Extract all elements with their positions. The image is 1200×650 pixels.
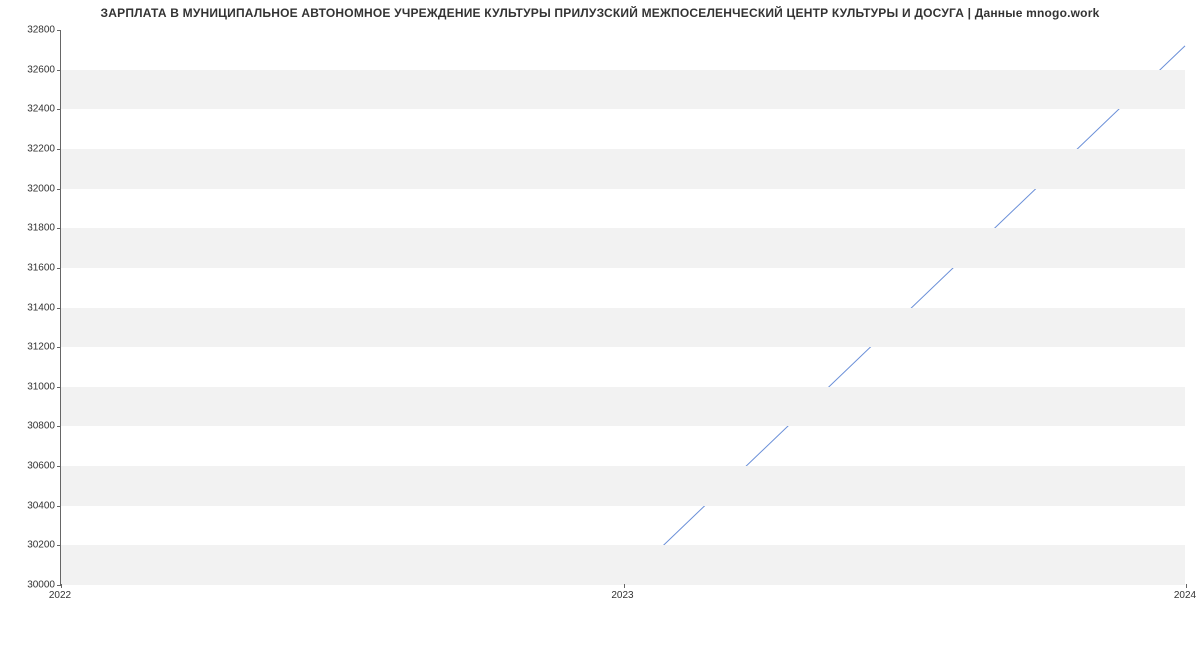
y-tick-label: 32200 xyxy=(5,143,55,154)
y-tick-label: 32000 xyxy=(5,183,55,194)
y-tick-label: 30800 xyxy=(5,421,55,432)
y-tick-label: 31400 xyxy=(5,302,55,313)
y-tick-mark xyxy=(57,308,61,309)
x-tick-mark xyxy=(1186,584,1187,588)
grid-band xyxy=(61,545,1185,585)
x-tick-label: 2023 xyxy=(611,590,633,601)
plot-area xyxy=(60,30,1185,585)
y-tick-mark xyxy=(57,426,61,427)
y-tick-label: 30600 xyxy=(5,461,55,472)
y-tick-label: 30000 xyxy=(5,580,55,591)
x-tick-mark xyxy=(624,584,625,588)
grid-band xyxy=(61,466,1185,506)
y-tick-mark xyxy=(57,149,61,150)
y-tick-label: 31600 xyxy=(5,262,55,273)
y-tick-mark xyxy=(57,70,61,71)
y-tick-label: 31000 xyxy=(5,381,55,392)
y-tick-mark xyxy=(57,466,61,467)
y-tick-label: 30400 xyxy=(5,500,55,511)
y-tick-label: 31800 xyxy=(5,223,55,234)
y-tick-label: 30200 xyxy=(5,540,55,551)
y-tick-label: 32600 xyxy=(5,64,55,75)
x-tick-mark xyxy=(61,584,62,588)
grid-band xyxy=(61,308,1185,348)
grid-band xyxy=(61,228,1185,268)
x-tick-label: 2022 xyxy=(49,590,71,601)
y-tick-mark xyxy=(57,387,61,388)
y-tick-mark xyxy=(57,268,61,269)
y-tick-mark xyxy=(57,228,61,229)
y-tick-mark xyxy=(57,347,61,348)
y-tick-label: 32800 xyxy=(5,25,55,36)
grid-band xyxy=(61,149,1185,189)
y-tick-label: 32400 xyxy=(5,104,55,115)
y-tick-mark xyxy=(57,189,61,190)
grid-band xyxy=(61,387,1185,427)
y-tick-mark xyxy=(57,545,61,546)
y-tick-mark xyxy=(57,109,61,110)
grid-band xyxy=(61,70,1185,110)
y-tick-mark xyxy=(57,506,61,507)
x-tick-label: 2024 xyxy=(1174,590,1196,601)
salary-line-chart: ЗАРПЛАТА В МУНИЦИПАЛЬНОЕ АВТОНОМНОЕ УЧРЕ… xyxy=(0,0,1200,650)
chart-title: ЗАРПЛАТА В МУНИЦИПАЛЬНОЕ АВТОНОМНОЕ УЧРЕ… xyxy=(0,6,1200,20)
y-tick-label: 31200 xyxy=(5,342,55,353)
y-tick-mark xyxy=(57,30,61,31)
